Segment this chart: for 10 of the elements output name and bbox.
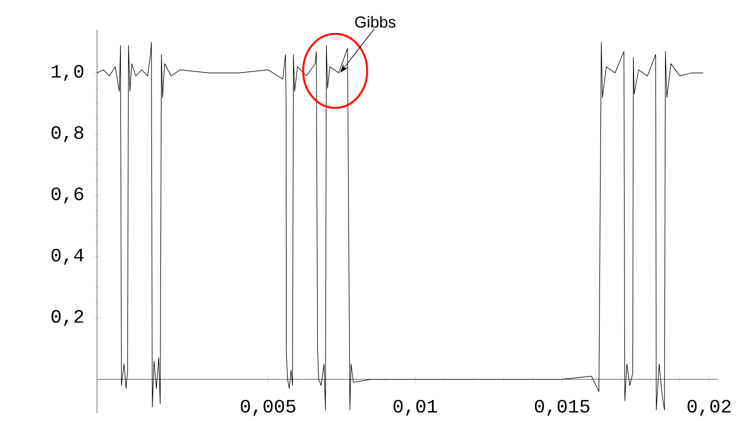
x-tick-label: 0,02 [688, 400, 731, 416]
y-tick-label: 0,4 [52, 248, 84, 265]
y-tick-label: 1,0 [52, 64, 84, 81]
y-tick-label: 0,8 [52, 126, 84, 142]
y-tick-label: 0,6 [52, 187, 84, 204]
y-tick-label: 0,2 [52, 310, 84, 326]
x-tick-label: 0,005 [240, 400, 296, 416]
x-tick-label: 0,01 [394, 400, 437, 416]
annotation: Gibbs [355, 16, 396, 28]
x-tick-label: 0,015 [534, 400, 590, 416]
